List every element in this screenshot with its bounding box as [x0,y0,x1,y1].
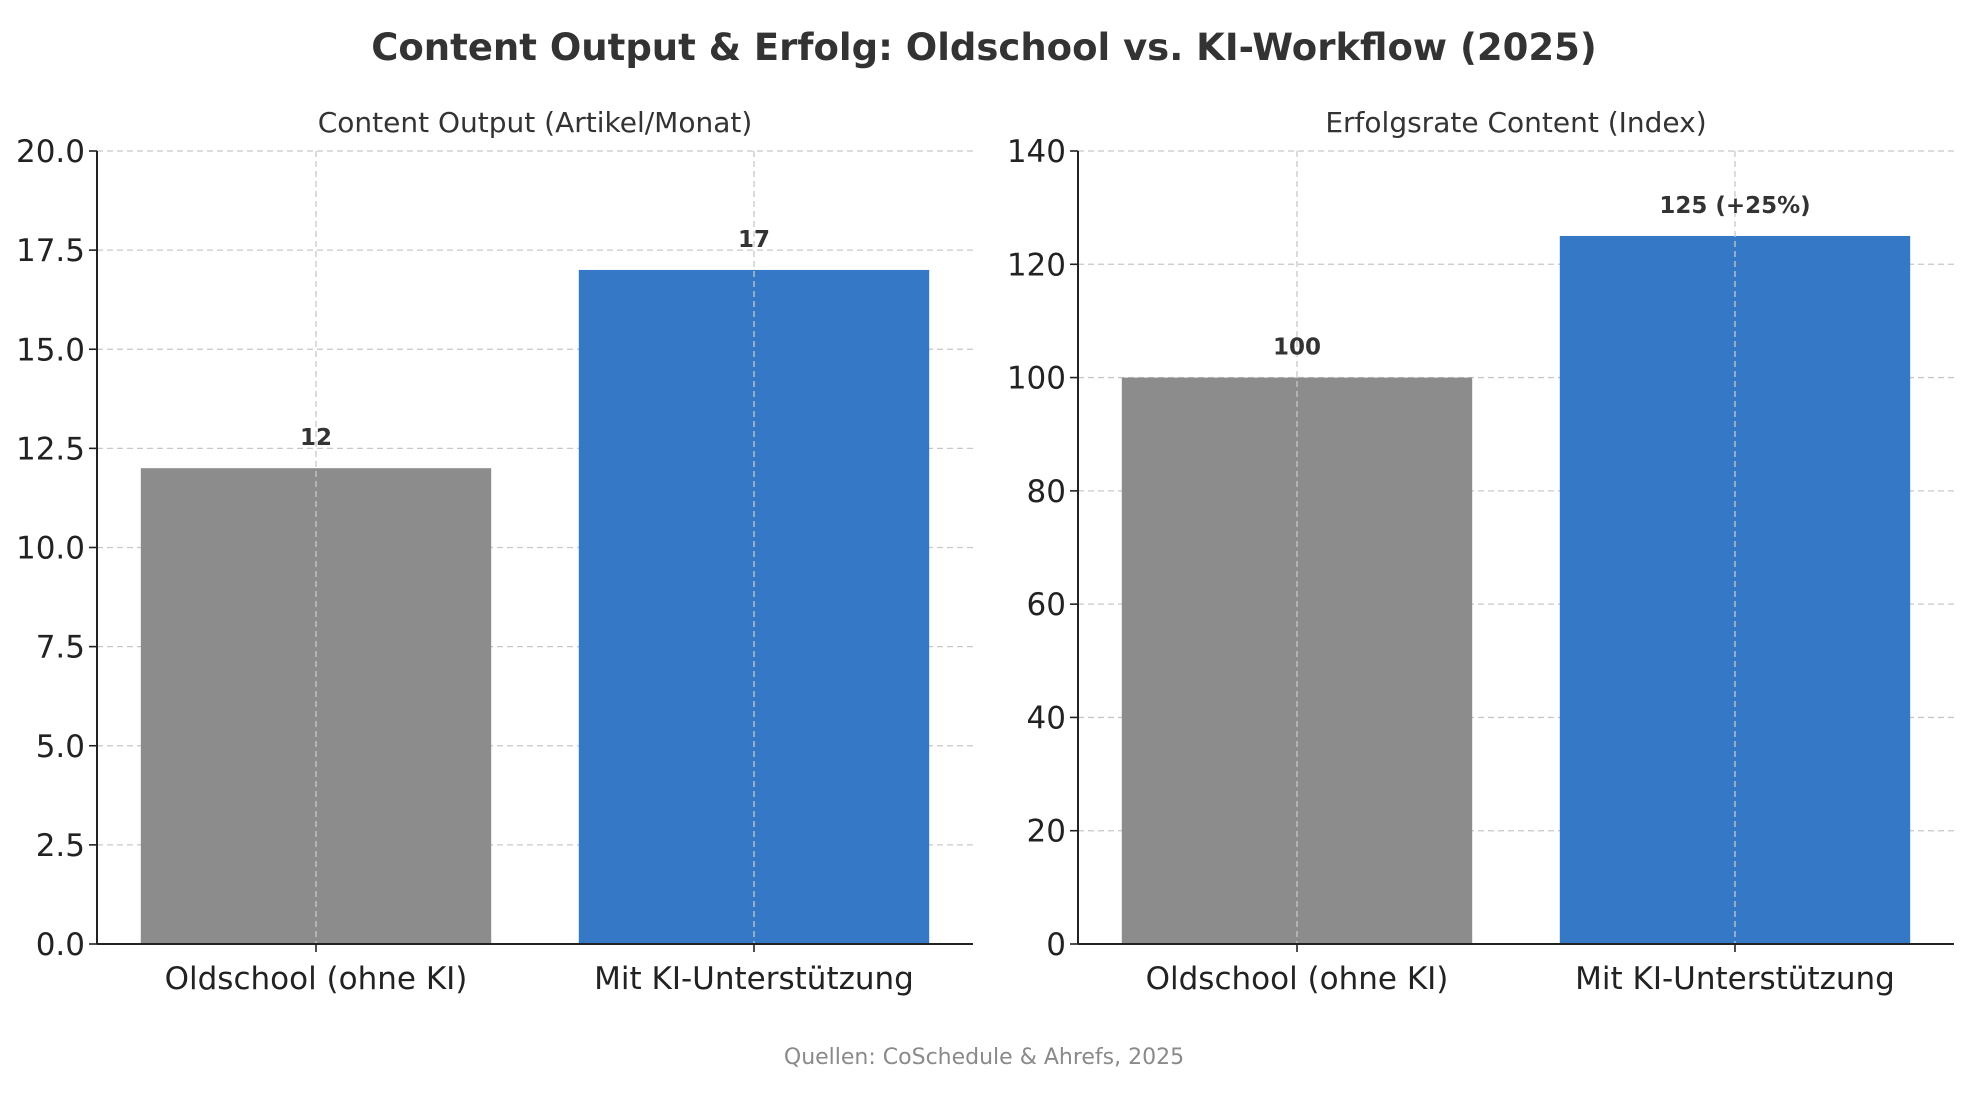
y-tick-label: 100 [1007,361,1066,397]
figure-title: Content Output & Erfolg: Oldschool vs. K… [371,26,1597,69]
x-tick-label: Mit KI-Unterstützung [1575,961,1895,997]
y-tick-label: 80 [1027,474,1066,510]
chart-title: Erfolgsrate Content (Index) [1325,106,1706,139]
y-tick-label: 20.0 [16,134,85,170]
x-tick-label: Mit KI-Unterstützung [594,961,914,997]
bar-value-label: 17 [738,227,770,253]
y-tick-label: 20 [1027,814,1066,850]
y-tick-label: 17.5 [16,233,85,269]
y-tick-label: 10.0 [16,531,85,567]
y-tick-label: 140 [1007,134,1066,170]
x-tick-label: Oldschool (ohne KI) [165,961,468,997]
source-note: Quellen: CoSchedule & Ahrefs, 2025 [783,1045,1185,1070]
y-tick-label: 60 [1027,587,1066,623]
y-tick-label: 2.5 [36,828,85,864]
y-tick-label: 0.0 [36,927,85,963]
x-tick-label: Oldschool (ohne KI) [1146,961,1449,997]
bar-value-label: 125 (+25%) [1659,193,1810,219]
y-tick-label: 120 [1007,247,1066,283]
y-tick-label: 15.0 [16,332,85,368]
y-tick-label: 5.0 [36,729,85,765]
y-tick-label: 12.5 [16,431,85,467]
y-tick-label: 40 [1027,700,1066,736]
bar-value-label: 12 [300,425,332,451]
y-tick-label: 7.5 [36,630,85,666]
bar-value-label: 100 [1273,335,1321,361]
y-tick-label: 0 [1046,927,1066,963]
chart-title: Content Output (Artikel/Monat) [318,106,753,139]
